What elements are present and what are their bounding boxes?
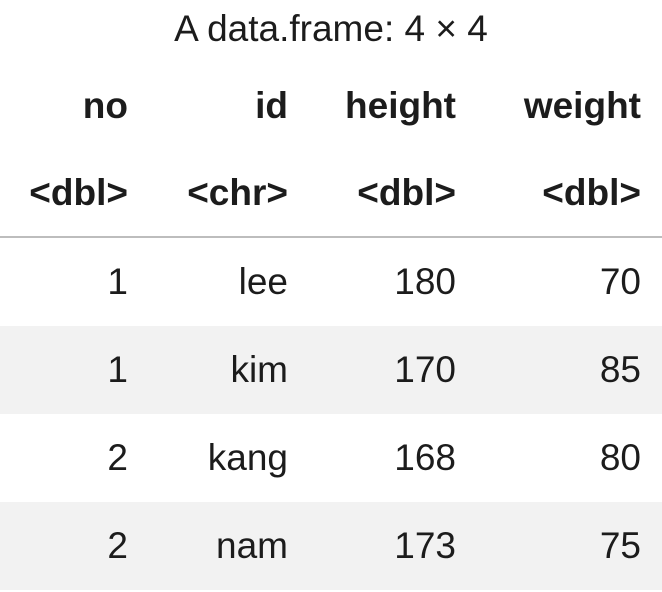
table-row: 1 lee 180 70 <box>0 237 662 326</box>
cell-no: 1 <box>107 261 128 302</box>
table-row: 2 nam 173 75 <box>0 502 662 590</box>
column-header-height: height <box>345 85 456 126</box>
table-row: 1 kim 170 85 <box>0 326 662 414</box>
cell-no: 2 <box>0 502 149 590</box>
column-header-weight: weight <box>523 85 641 126</box>
cell-weight: 75 <box>477 502 662 590</box>
cell-weight: 80 <box>599 437 641 478</box>
column-type-no: <dbl> <box>0 150 149 238</box>
column-type-height: <dbl> <box>309 150 477 238</box>
table-row: 2 kang 168 80 <box>0 414 662 502</box>
table-body: 1 lee 180 70 1 kim 170 85 2 kang 168 80 … <box>0 237 662 590</box>
cell-weight: 70 <box>599 261 641 302</box>
data-table: no id height weight <dbl> <chr> <dbl> <d… <box>0 62 662 590</box>
cell-height: 170 <box>309 326 477 414</box>
table-caption: A data.frame: 4 × 4 <box>174 8 488 49</box>
cell-no: 2 <box>107 437 128 478</box>
table-header: no id height weight <dbl> <chr> <dbl> <d… <box>0 62 662 238</box>
column-header-no: no <box>82 85 128 126</box>
cell-height: 173 <box>309 502 477 590</box>
cell-weight: 85 <box>477 326 662 414</box>
cell-height: 180 <box>394 261 456 302</box>
cell-id: kim <box>149 326 309 414</box>
column-types-row: <dbl> <chr> <dbl> <dbl> <box>0 150 662 238</box>
column-names-row: no id height weight <box>0 62 662 150</box>
cell-id: nam <box>149 502 309 590</box>
cell-id: lee <box>238 261 288 302</box>
column-type-id: <chr> <box>149 150 309 238</box>
column-type-weight: <dbl> <box>477 150 662 238</box>
cell-no: 1 <box>0 326 149 414</box>
column-header-id: id <box>255 85 288 126</box>
cell-id: kang <box>207 437 288 478</box>
cell-height: 168 <box>394 437 456 478</box>
